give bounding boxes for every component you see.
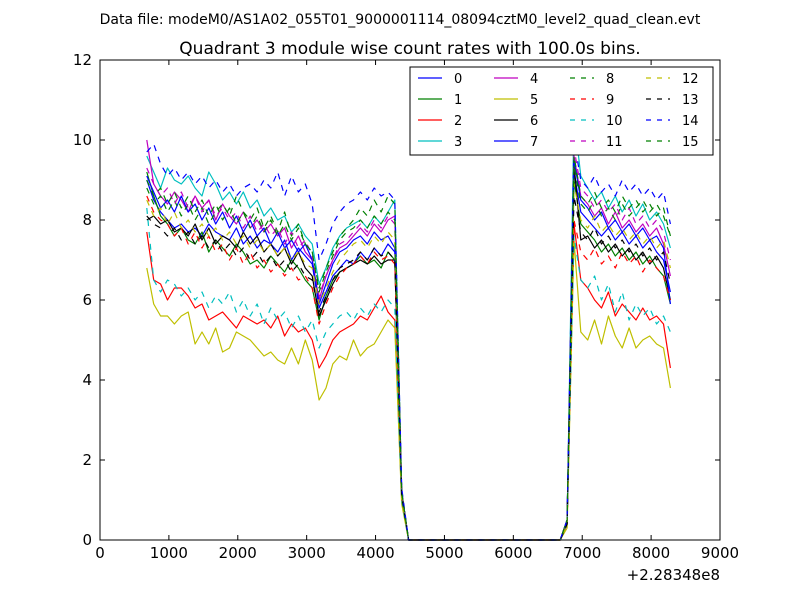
legend-label-5: 5 bbox=[530, 93, 538, 108]
legend-label-10: 10 bbox=[606, 114, 623, 129]
x-tick-label: 2000 bbox=[219, 544, 257, 562]
legend-label-0: 0 bbox=[454, 72, 462, 87]
legend-label-6: 6 bbox=[530, 114, 538, 129]
legend-label-7: 7 bbox=[530, 135, 538, 150]
x-tick-label: 7000 bbox=[563, 544, 601, 562]
y-tick-label: 8 bbox=[82, 211, 92, 229]
legend-label-2: 2 bbox=[454, 114, 462, 129]
series-11-line bbox=[146, 147, 671, 541]
chart-title: Quadrant 3 module wise count rates with … bbox=[179, 39, 640, 59]
legend-label-8: 8 bbox=[606, 72, 614, 87]
legend-label-14: 14 bbox=[682, 114, 699, 129]
legend-label-1: 1 bbox=[454, 93, 462, 108]
x-tick-label: 9000 bbox=[701, 544, 739, 562]
tick-layer: 0 1000 2000 3000 4000 5000 6000 7000 8000 9000 0 2 4… bbox=[73, 51, 739, 562]
legend-label-9: 9 bbox=[606, 93, 614, 108]
x-tick-label: 3000 bbox=[288, 544, 326, 562]
series-15-line bbox=[146, 155, 671, 541]
x-tick-label: 0 bbox=[95, 544, 105, 562]
legend-label-11: 11 bbox=[606, 135, 623, 150]
legend-label-3: 3 bbox=[454, 135, 462, 150]
legend-label-12: 12 bbox=[682, 72, 699, 87]
legend-label-15: 15 bbox=[682, 135, 699, 150]
x-tick-label: 6000 bbox=[494, 544, 532, 562]
y-tick-label: 12 bbox=[73, 51, 92, 69]
legend-label-13: 13 bbox=[682, 93, 699, 108]
legend-box bbox=[409, 66, 714, 156]
y-tick-label: 6 bbox=[82, 291, 92, 309]
x-tick-label: 4000 bbox=[356, 544, 394, 562]
series-8-line bbox=[146, 163, 671, 541]
y-tick-label: 0 bbox=[82, 531, 92, 549]
y-tick-label: 2 bbox=[82, 451, 92, 469]
y-tick-label: 10 bbox=[73, 131, 92, 149]
x-tick-label: 1000 bbox=[150, 544, 188, 562]
chart-suptitle: Data file: modeM0/AS1A02_055T01_90000011… bbox=[100, 12, 701, 28]
legend-label-4: 4 bbox=[530, 72, 538, 87]
x-offset-label: +2.28348e8 bbox=[627, 566, 720, 584]
x-tick-label: 5000 bbox=[425, 544, 463, 562]
series-12-line bbox=[146, 183, 671, 541]
y-tick-label: 4 bbox=[82, 371, 92, 389]
x-tick-label: 8000 bbox=[632, 544, 670, 562]
